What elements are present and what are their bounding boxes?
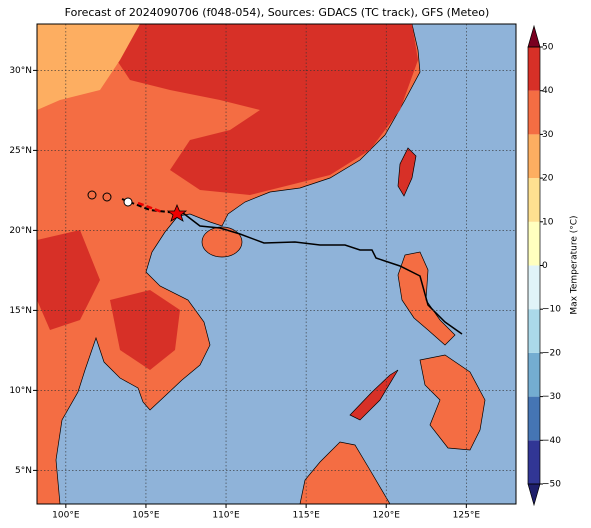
map-frame — [36, 23, 517, 505]
colorbar-band — [528, 352, 540, 397]
cool-region — [37, 24, 140, 110]
x-tick-label: 125°E — [453, 511, 481, 521]
colorbar-tick-label: 30 — [542, 130, 554, 140]
colorbar-tick-label: −20 — [542, 348, 561, 358]
colorbar-tick-label: −40 — [542, 436, 561, 446]
land-group — [37, 24, 486, 504]
track-point — [102, 192, 112, 202]
y-tick-label: 30°N — [9, 66, 32, 76]
colorbar-tick-label: 20 — [542, 174, 554, 184]
hot-region — [110, 24, 418, 195]
taiwan — [397, 147, 417, 197]
y-tick-label: 5°N — [15, 466, 32, 476]
colorbar-tick-label: −50 — [542, 480, 561, 490]
colorbar-tick-label: 10 — [542, 217, 554, 227]
x-tick-label: 120°E — [373, 511, 401, 521]
map: 100°E 105°E 110°E 115°E 120°E 125°E 5°N 10°N 15°… — [9, 23, 517, 521]
colorbar-band — [528, 265, 540, 310]
y-tick-label: 10°N — [9, 386, 32, 396]
colorbar-band — [528, 47, 540, 91]
visayas — [419, 354, 486, 451]
storm-position — [166, 203, 188, 222]
colorbar-band — [528, 309, 540, 353]
x-tick-label: 100°E — [52, 511, 80, 521]
y-tick-label: 25°N — [9, 146, 32, 156]
track-point — [87, 190, 97, 200]
colorbar-band — [528, 90, 540, 135]
y-tick-label: 20°N — [9, 226, 32, 236]
colorbar-extend-high — [527, 24, 541, 48]
colorbar-tick-label: 0 — [542, 261, 548, 271]
hot-region — [110, 290, 180, 370]
borneo — [299, 441, 391, 504]
hot-region — [37, 230, 100, 330]
x-tick-label: 115°E — [292, 511, 320, 521]
colorbar-tick-label: −30 — [542, 392, 561, 402]
x-tick-label: 105°E — [132, 511, 160, 521]
colorbar-tick-label: 50 — [542, 43, 554, 53]
colorbar-band — [528, 440, 540, 484]
luzon — [397, 251, 456, 346]
colorbar-label: Max Temperature (°C) — [570, 215, 580, 314]
track-point — [123, 197, 133, 207]
y-tick-label: 15°N — [9, 306, 32, 316]
colorbar-band — [528, 178, 540, 222]
map-title: Forecast of 2024090706 (f048-054), Sourc… — [65, 6, 490, 19]
colorbar-tick-label: 40 — [542, 86, 554, 96]
colorbar-tick-label: −10 — [542, 305, 561, 315]
tc-track-forecast — [137, 201, 163, 214]
colorbar-band — [528, 221, 540, 266]
x-tick-label: 110°E — [212, 511, 240, 521]
hainan — [201, 226, 243, 258]
colorbar-band — [528, 396, 540, 441]
colorbar: Max Temperature (°C) −50 −40 −30 −20 −10 0 10 2… — [527, 24, 580, 507]
colorbar-band — [528, 134, 540, 179]
tc-track — [182, 212, 463, 335]
colorbar-extend-low — [527, 483, 541, 507]
